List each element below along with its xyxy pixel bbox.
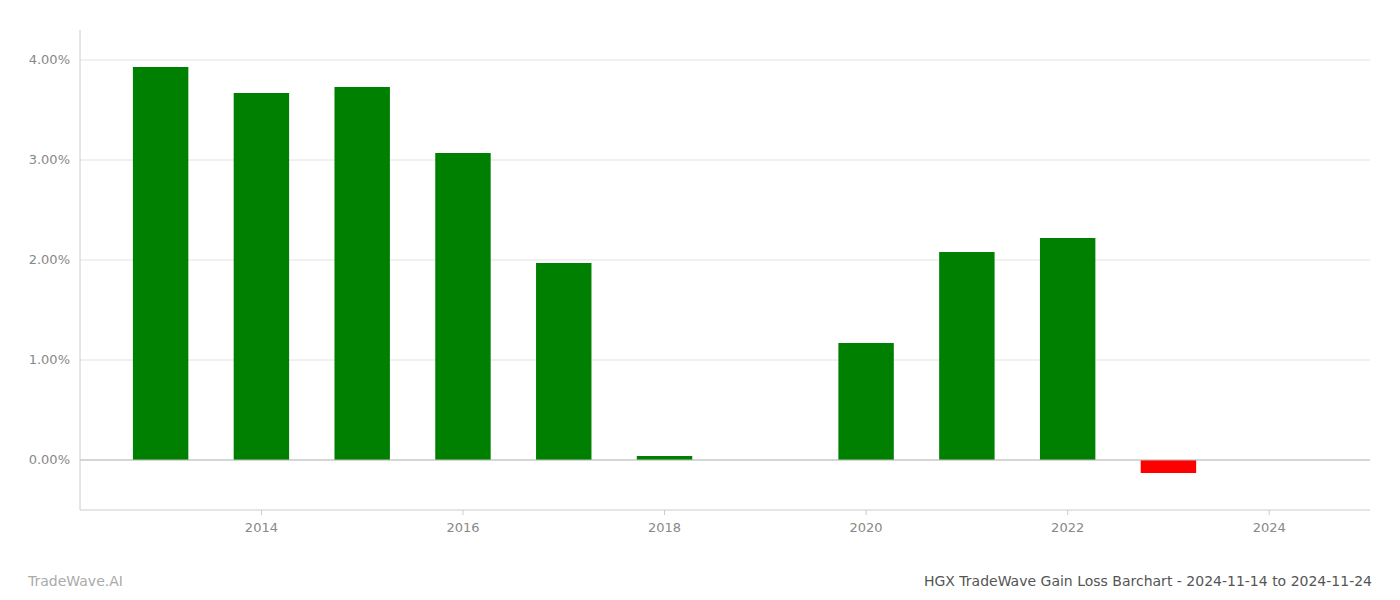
bar xyxy=(838,343,893,460)
y-tick-label: 0.00% xyxy=(29,452,70,467)
y-grid xyxy=(80,60,1370,460)
y-tick-labels: 0.00% 1.00% 2.00% 3.00% 4.00% xyxy=(29,52,70,467)
x-tick-label: 2022 xyxy=(1051,520,1084,535)
x-tick xyxy=(1067,510,1068,515)
grid-line xyxy=(80,60,1370,61)
x-tick-labels: 2014 2016 2018 2020 2022 2024 xyxy=(245,510,1286,535)
x-tick xyxy=(664,510,665,515)
grid-line xyxy=(80,460,1370,461)
bar xyxy=(133,67,188,460)
x-tick xyxy=(261,510,262,515)
bar xyxy=(1141,460,1196,473)
bar xyxy=(435,153,490,460)
chart-svg: 0.00% 1.00% 2.00% 3.00% 4.00% 2014 2016 2018 202… xyxy=(0,0,1400,600)
x-tick xyxy=(1269,510,1270,515)
title: HGX TradeWave Gain Loss Barchart - 2024-… xyxy=(924,573,1372,589)
y-axis-line xyxy=(80,30,81,510)
bar xyxy=(334,87,389,460)
x-axis-line xyxy=(80,510,1370,511)
x-tick xyxy=(866,510,867,515)
bar xyxy=(1040,238,1095,460)
y-tick-label: 4.00% xyxy=(29,52,70,67)
y-tick-label: 1.00% xyxy=(29,352,70,367)
watermark: TradeWave.AI xyxy=(27,573,123,589)
bar xyxy=(637,456,692,460)
x-tick-label: 2024 xyxy=(1253,520,1286,535)
x-tick-label: 2014 xyxy=(245,520,278,535)
bars xyxy=(133,67,1196,473)
x-tick-label: 2018 xyxy=(648,520,681,535)
bar xyxy=(234,93,289,460)
x-tick-label: 2016 xyxy=(446,520,479,535)
chart-container: 0.00% 1.00% 2.00% 3.00% 4.00% 2014 2016 2018 202… xyxy=(0,0,1400,600)
x-tick xyxy=(462,510,463,515)
background xyxy=(0,0,1400,600)
y-tick-label: 3.00% xyxy=(29,152,70,167)
zero-line xyxy=(80,460,1370,461)
bar xyxy=(536,263,591,460)
x-tick-label: 2020 xyxy=(850,520,883,535)
y-tick-label: 2.00% xyxy=(29,252,70,267)
bar xyxy=(939,252,994,460)
